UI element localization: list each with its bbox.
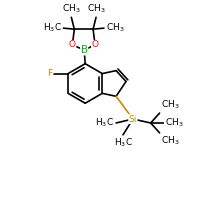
Text: F: F	[47, 69, 52, 78]
Text: H$_3$C: H$_3$C	[114, 137, 132, 149]
Text: H$_3$C: H$_3$C	[43, 22, 61, 34]
Text: O: O	[92, 40, 99, 49]
Text: O: O	[69, 40, 76, 49]
Text: CH$_3$: CH$_3$	[106, 22, 125, 34]
Text: CH$_3$: CH$_3$	[62, 3, 81, 15]
Text: CH$_3$: CH$_3$	[87, 3, 105, 15]
Text: H$_3$C: H$_3$C	[95, 117, 114, 129]
Text: CH$_3$: CH$_3$	[161, 135, 179, 147]
Text: B: B	[81, 45, 88, 55]
Text: CH$_3$: CH$_3$	[161, 99, 179, 111]
Text: Si: Si	[129, 115, 137, 124]
Text: CH$_3$: CH$_3$	[165, 117, 183, 129]
